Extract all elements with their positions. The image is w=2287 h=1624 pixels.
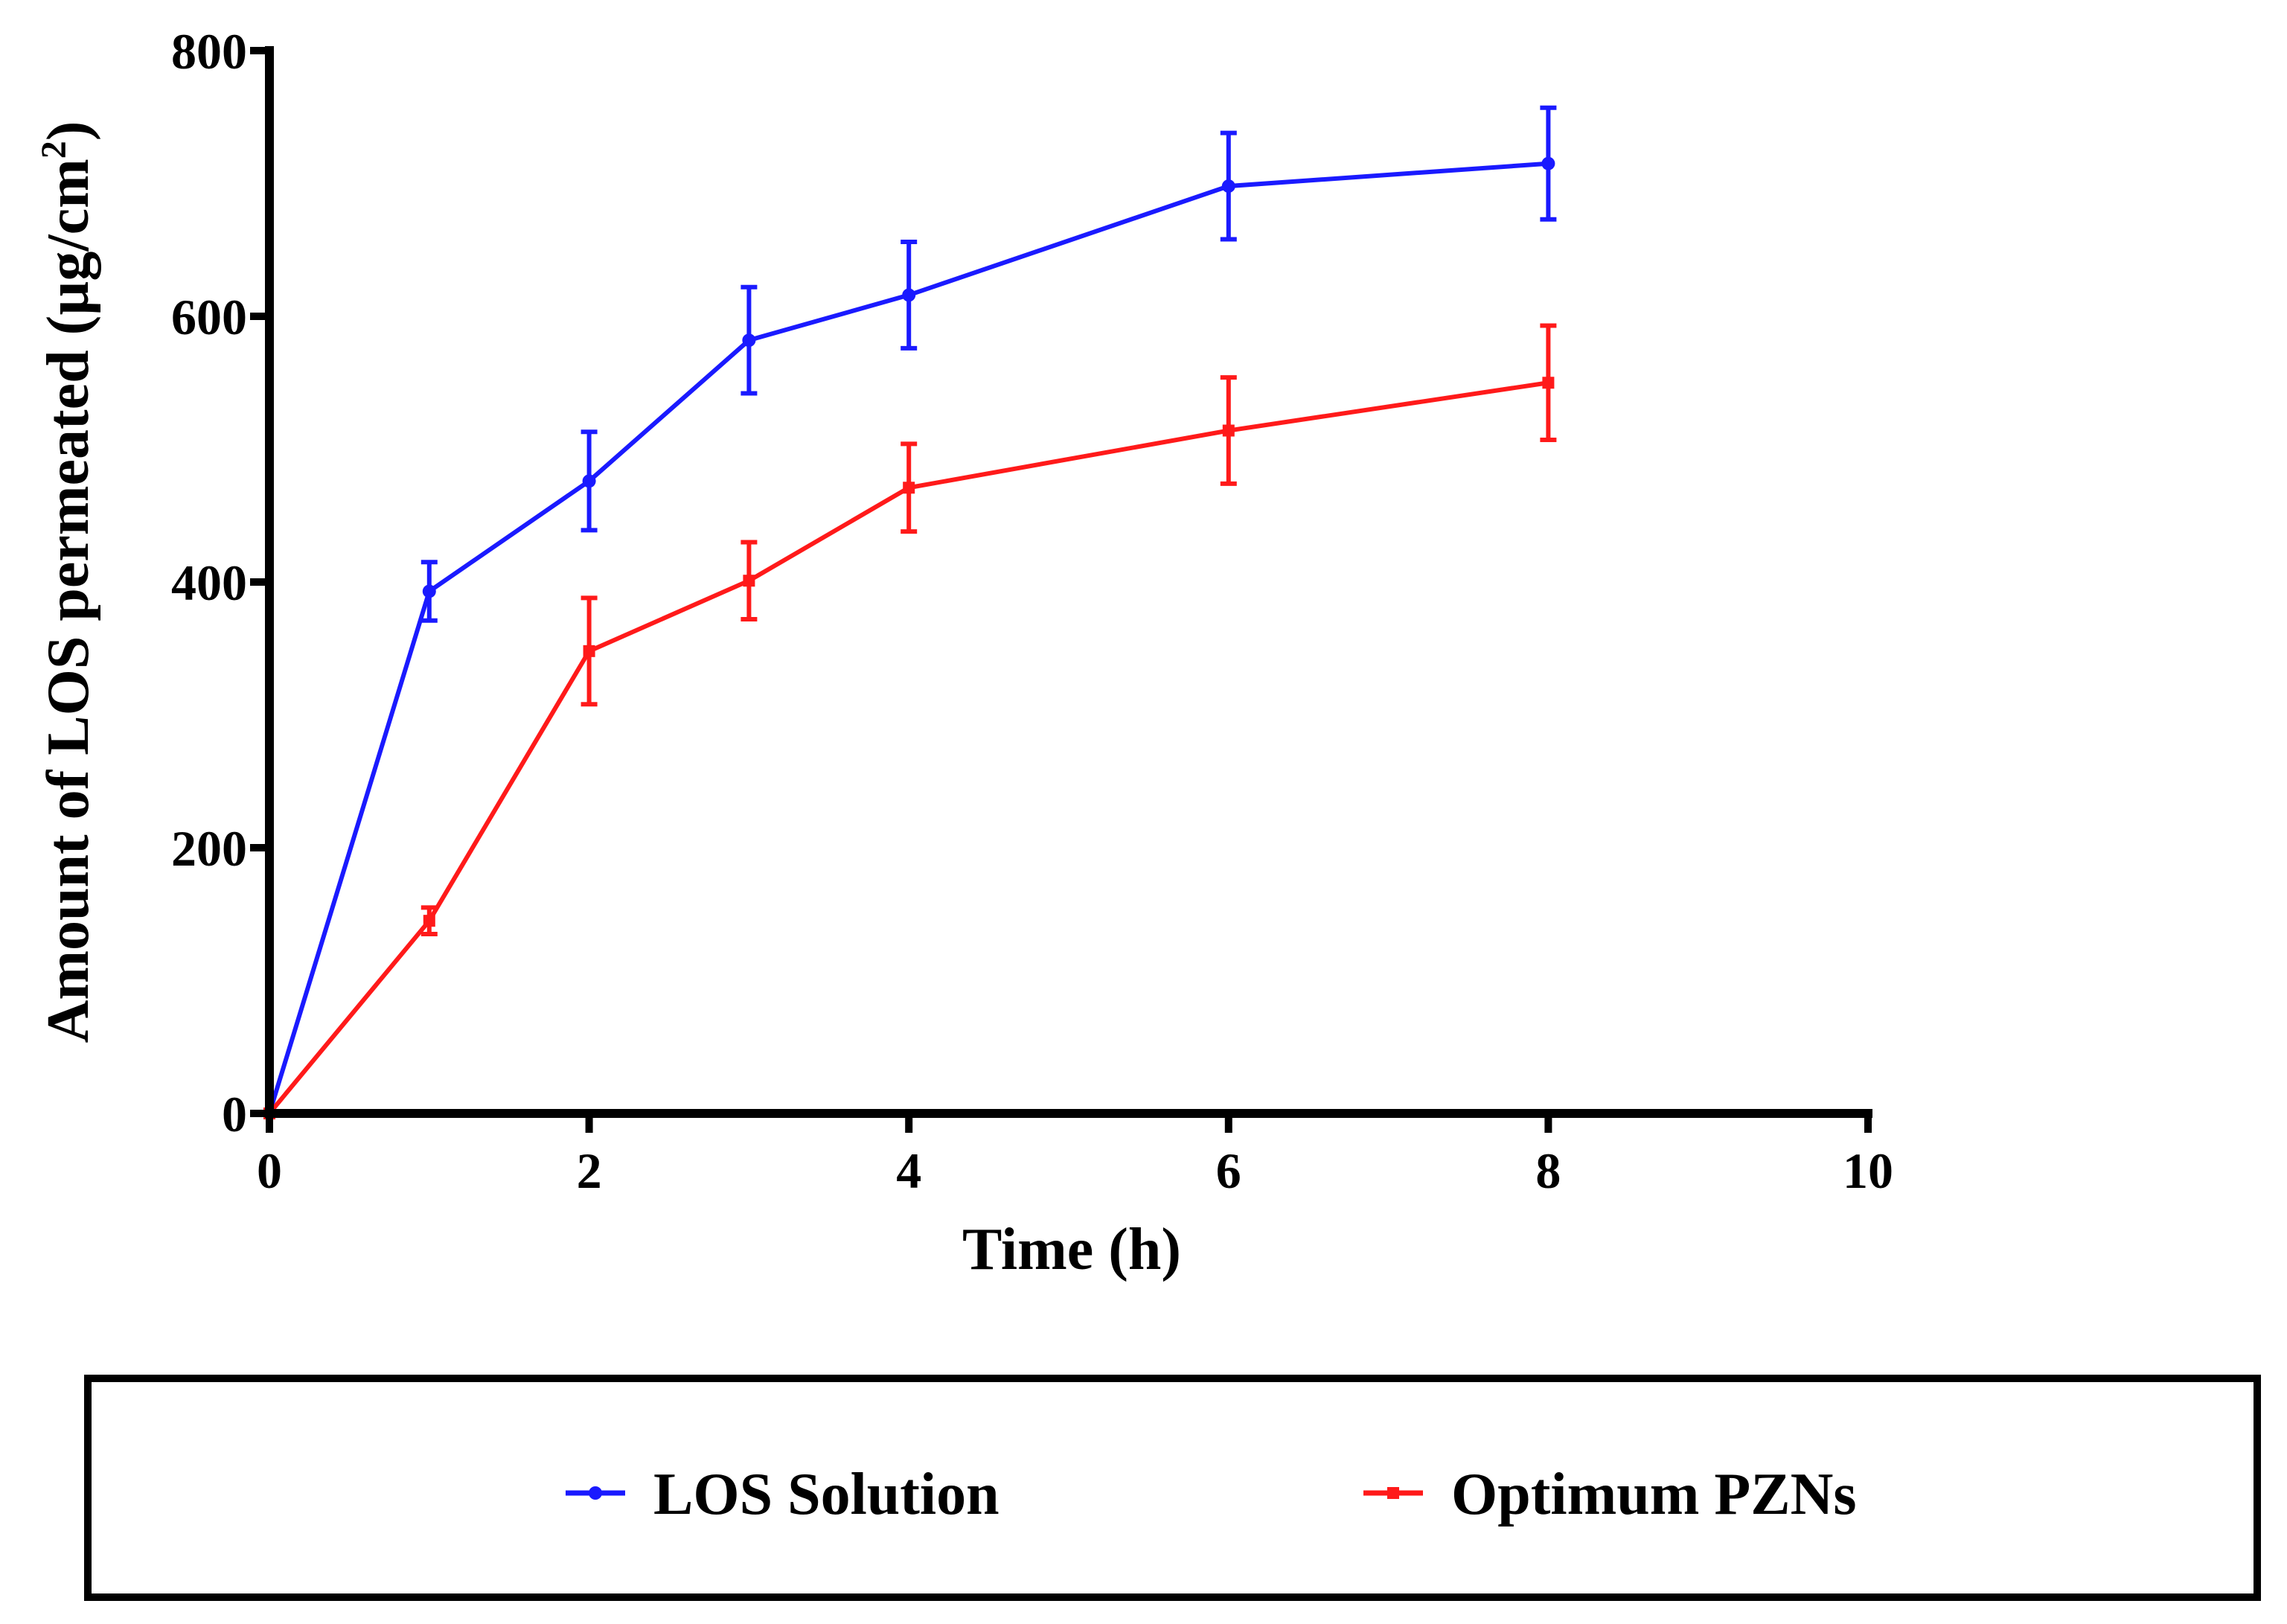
legend-items: LOS Solution Optimum PZNs (566, 1462, 1857, 1527)
y-axis-title-superscript: 2 (34, 141, 74, 159)
series-los-solution (263, 105, 1557, 1120)
legend-item-optimum-pzns: Optimum PZNs (1363, 1462, 1857, 1527)
data-point (903, 482, 915, 494)
data-point (423, 915, 435, 927)
y-axis-title-main: Amount of LOS permeated (µg/cm (36, 159, 101, 1043)
data-point (1542, 377, 1555, 389)
data-point (742, 333, 756, 348)
x-tick-label: 6 (1216, 1142, 1241, 1199)
tick-labels: 0 2 4 6 8 10 0 200 400 600 800 (171, 23, 1893, 1199)
x-tick-label: 2 (577, 1142, 602, 1199)
y-tick-label: 0 (222, 1086, 247, 1142)
plot-area (263, 105, 1557, 1120)
legend-label: LOS Solution (653, 1462, 999, 1527)
axes (250, 46, 1872, 1133)
data-point (1221, 179, 1235, 194)
x-tick-label: 8 (1535, 1142, 1561, 1199)
data-point (1541, 156, 1555, 170)
x-tick-label: 4 (896, 1142, 921, 1199)
legend-item-los-solution: LOS Solution (566, 1462, 999, 1527)
x-tick-label: 10 (1843, 1142, 1893, 1199)
legend: LOS Solution Optimum PZNs (84, 1375, 2261, 1601)
series-optimum-pzns (263, 323, 1557, 1119)
data-point (1222, 424, 1235, 437)
y-tick-label: 600 (171, 289, 247, 345)
legend-label: Optimum PZNs (1451, 1462, 1857, 1527)
legend-marker (1387, 1487, 1399, 1499)
x-axis-title: Time (h) (962, 1217, 1181, 1282)
y-axis-title-close: ) (36, 121, 101, 141)
y-tick-label: 800 (171, 23, 247, 80)
data-point (743, 575, 755, 587)
y-tick-label: 200 (171, 820, 247, 877)
y-axis-title: Amount of LOS permeated (µg/cm2) (34, 121, 101, 1043)
data-point (583, 645, 595, 657)
data-point (902, 288, 916, 302)
legend-marker (589, 1486, 602, 1500)
legend-box (84, 1375, 2261, 1601)
data-point (582, 474, 596, 488)
y-tick-label: 400 (171, 554, 247, 611)
x-tick-label: 0 (257, 1142, 282, 1199)
data-point (422, 584, 436, 598)
